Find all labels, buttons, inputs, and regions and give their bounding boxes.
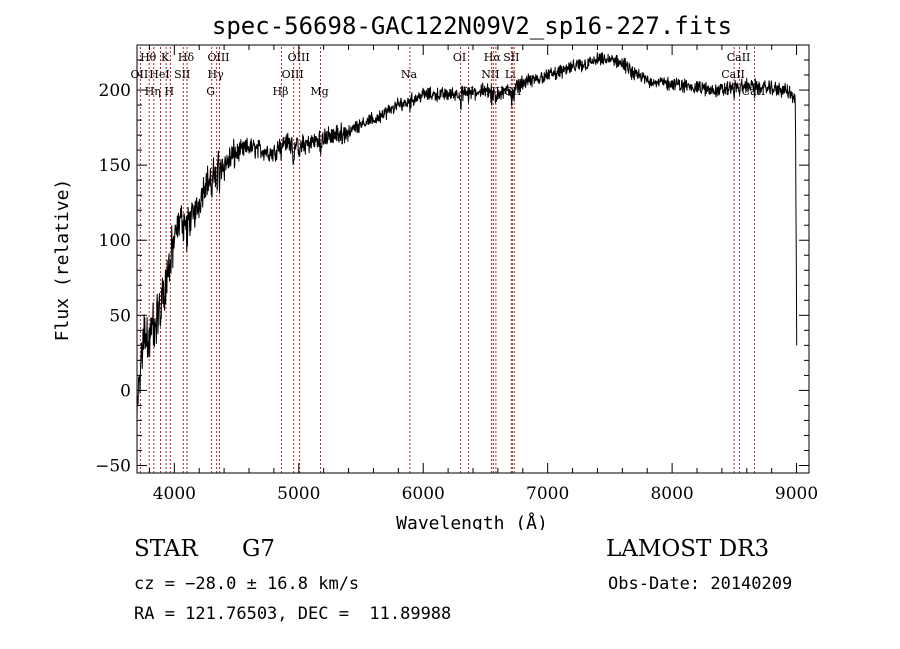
line-marker-label: H (165, 85, 175, 98)
x-tick-label: 8000 (650, 484, 693, 504)
line-marker-label: HeI (149, 68, 169, 81)
line-marker-label: Hα (484, 51, 502, 64)
line-marker-label: OIII (288, 51, 310, 64)
axis-ticks (137, 45, 809, 473)
line-marker-label: G (206, 85, 215, 98)
observation-date: Obs-Date: 20140209 (608, 574, 793, 594)
line-marker-label: CaII (721, 68, 745, 81)
chart-title: spec-56698-GAC122N09V2_sp16-227.fits (212, 12, 732, 40)
y-tick-label: 150 (99, 156, 131, 176)
y-tick-label: 0 (120, 381, 131, 401)
spectrum-chart: spec-56698-GAC122N09V2_sp16-227.fits Hθ O… (52, 12, 818, 530)
line-marker-label: Hβ (273, 85, 289, 98)
line-marker-label: Hθ (140, 51, 157, 64)
y-tick-label: 200 (99, 81, 131, 101)
spectral-class: G7 (242, 536, 276, 562)
redshift-velocity: cz = −28.0 ± 16.8 km/s (134, 574, 360, 594)
line-marker-label: SII (503, 51, 519, 64)
x-tick-label: 5000 (277, 484, 320, 504)
line-marker-label: OIII (282, 68, 304, 81)
y-tick-label: 100 (99, 231, 131, 251)
line-marker-label: Na (401, 68, 418, 81)
line-marker-label: K (161, 51, 170, 64)
x-tick-label: 6000 (402, 484, 445, 504)
line-marker-label: Hγ (208, 68, 225, 81)
survey-name: LAMOST DR3 (606, 536, 770, 562)
spectrum-line (136, 52, 798, 420)
coordinates: RA = 121.76503, DEC = 11.89988 (134, 604, 452, 624)
object-type: STAR (134, 536, 198, 562)
line-marker-label: SII (174, 68, 190, 81)
line-marker-label: OII (131, 68, 149, 81)
line-marker-label: CaII (727, 51, 751, 64)
x-tick-label: 4000 (153, 484, 196, 504)
y-tick-label: −50 (95, 456, 131, 476)
line-marker-label: Hδ (178, 51, 195, 64)
line-marker-label: Li (505, 68, 516, 81)
x-tick-label: 9000 (775, 484, 818, 504)
line-marker-label: OI (453, 51, 466, 64)
line-marker-label: Hη (145, 85, 161, 98)
x-tick-label: 7000 (526, 484, 569, 504)
plot-frame (136, 44, 810, 474)
line-marker-label: OIII (207, 51, 229, 64)
line-marker-label: NII (481, 68, 499, 81)
line-marker-label: Mg (310, 85, 328, 98)
x-axis-label: Wavelength (Å) (396, 512, 548, 530)
emission-line-markers: Hθ OII Hη HeI K H SII Hδ G Hγ OIII Hβ OIII OIII Mg Na OI… (131, 47, 765, 473)
y-tick-labels: −50 0 50 100 150 200 (95, 81, 131, 476)
x-tick-labels: 4000 5000 6000 7000 8000 9000 (153, 484, 818, 504)
y-tick-label: 50 (109, 306, 131, 326)
y-axis-label: Flux (relative) (52, 179, 73, 342)
